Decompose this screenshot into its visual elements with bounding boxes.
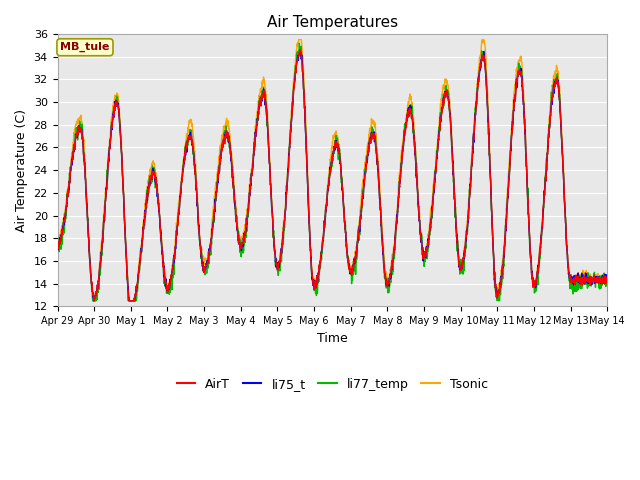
AirT <box>54 238 61 243</box>
Tsonic <box>556 83 563 89</box>
Title: Air Temperatures: Air Temperatures <box>267 15 398 30</box>
X-axis label: Time: Time <box>317 332 348 345</box>
li77_temp <box>89 298 97 304</box>
li75_t <box>570 273 578 278</box>
li75_t <box>54 239 61 245</box>
AirT <box>556 93 563 99</box>
Line: li77_temp: li77_temp <box>58 43 607 301</box>
Line: li75_t: li75_t <box>58 51 607 301</box>
AirT <box>604 277 611 283</box>
AirT <box>90 298 98 304</box>
Tsonic <box>295 37 303 43</box>
AirT <box>207 239 215 245</box>
Tsonic <box>125 298 133 304</box>
Y-axis label: Air Temperature (C): Air Temperature (C) <box>15 108 28 232</box>
AirT <box>296 47 304 52</box>
Line: Tsonic: Tsonic <box>58 40 607 301</box>
li75_t <box>361 177 369 183</box>
li75_t <box>207 236 215 241</box>
Tsonic <box>207 232 215 238</box>
AirT <box>361 177 369 182</box>
li77_temp <box>570 281 578 287</box>
li75_t <box>556 94 563 99</box>
li77_temp <box>604 283 611 288</box>
Tsonic <box>361 164 369 170</box>
li77_temp <box>54 233 61 239</box>
Tsonic <box>604 277 611 283</box>
Tsonic <box>570 273 578 278</box>
AirT <box>493 289 500 295</box>
li75_t <box>493 284 500 290</box>
Tsonic <box>54 229 61 235</box>
li77_temp <box>349 274 356 280</box>
li77_temp <box>361 177 369 182</box>
li75_t <box>296 48 304 54</box>
li77_temp <box>556 86 563 92</box>
li77_temp <box>207 248 215 253</box>
Text: MB_tule: MB_tule <box>60 42 109 52</box>
li75_t <box>349 263 356 268</box>
Line: AirT: AirT <box>58 49 607 301</box>
li75_t <box>604 277 611 283</box>
AirT <box>349 263 356 269</box>
Legend: AirT, li75_t, li77_temp, Tsonic: AirT, li75_t, li77_temp, Tsonic <box>172 372 493 396</box>
Tsonic <box>349 259 356 265</box>
li77_temp <box>296 40 303 46</box>
li75_t <box>90 298 97 304</box>
Tsonic <box>493 285 500 290</box>
li77_temp <box>493 287 500 292</box>
AirT <box>570 275 578 281</box>
